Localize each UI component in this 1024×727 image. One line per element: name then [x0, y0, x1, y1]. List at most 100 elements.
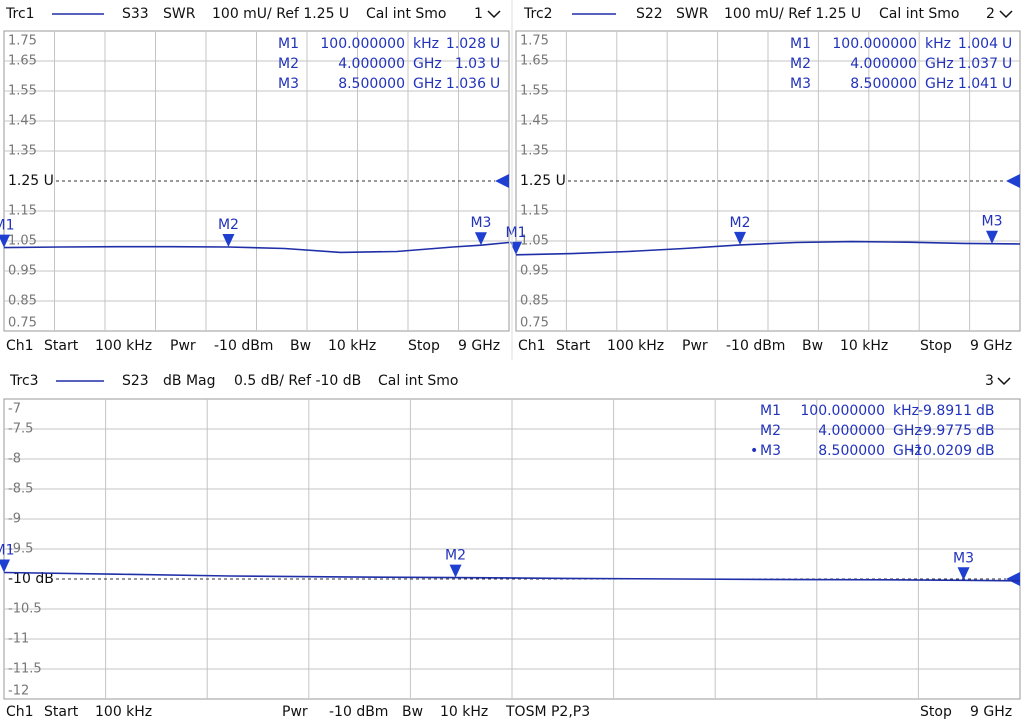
- marker-stimulus: 8.500000: [850, 76, 917, 92]
- y-tick-label: 1.75: [8, 34, 37, 49]
- header-item: 1: [474, 6, 483, 22]
- marker-stimulus-unit: GHz: [925, 56, 954, 72]
- y-tick-label: 1.15: [520, 204, 549, 219]
- y-tick-label: 0.95: [8, 264, 37, 279]
- footer-item: 10 kHz: [328, 338, 376, 354]
- footer-item: Pwr: [282, 704, 308, 720]
- marker-name: M3: [790, 76, 811, 92]
- marker-stimulus-unit: GHz: [893, 443, 922, 459]
- marker-unit: dB: [976, 443, 995, 459]
- footer-item: Ch1: [518, 338, 546, 354]
- y-tick-label: -8: [8, 452, 21, 467]
- chevron: [997, 377, 1011, 386]
- reference-arrow: [1006, 174, 1020, 188]
- y-tick-label: -12: [8, 684, 29, 699]
- y-tick-label: 1.65: [520, 54, 549, 69]
- y-tick-label: 1.35: [520, 144, 549, 159]
- marker-stimulus-unit: GHz: [413, 76, 442, 92]
- marker-stimulus-unit: GHz: [893, 423, 922, 439]
- marker-value: -10.0209: [909, 443, 972, 459]
- marker-unit: U: [1002, 56, 1012, 72]
- header-item: 100 mU/ Ref 1.25 U: [724, 6, 861, 22]
- marker-stimulus-unit: kHz: [893, 403, 919, 419]
- reference-arrow: [1006, 572, 1020, 586]
- marker-unit: U: [1002, 76, 1012, 92]
- marker-value: 1.03: [455, 56, 486, 72]
- marker-label: M3: [953, 550, 974, 566]
- marker-stimulus: 4.000000: [818, 423, 885, 439]
- marker-name: M1: [278, 36, 299, 52]
- marker-label: M1: [0, 542, 15, 558]
- marker-stimulus-unit: kHz: [925, 36, 951, 52]
- marker-name: M2: [278, 56, 299, 72]
- marker-stimulus-unit: GHz: [413, 56, 442, 72]
- footer-item: 10 kHz: [840, 338, 888, 354]
- header-item: Cal int Smo: [366, 6, 447, 22]
- footer-item: Stop: [920, 338, 952, 354]
- footer-item: -10 dBm: [214, 338, 273, 354]
- header-item: Cal int Smo: [879, 6, 960, 22]
- header-item: SWR: [163, 6, 196, 22]
- y-tick-label: 0.75: [520, 316, 549, 331]
- footer-item: 9 GHz: [458, 338, 500, 354]
- chevron: [999, 10, 1013, 19]
- y-tick-label: 1.65: [8, 54, 37, 69]
- footer-item: 10 kHz: [440, 704, 488, 720]
- y-tick-label: 0.95: [520, 264, 549, 279]
- header-item: S23: [122, 373, 149, 389]
- y-tick-label: -10.5: [8, 602, 42, 617]
- marker-value: 1.004: [958, 36, 998, 52]
- marker-unit: U: [490, 36, 500, 52]
- footer-item: Pwr: [170, 338, 196, 354]
- trace: [3, 571, 1021, 582]
- marker-triangle: [449, 564, 462, 578]
- marker-triangle: [222, 234, 235, 247]
- footer-item: 9 GHz: [970, 704, 1012, 720]
- marker-value: 1.036: [446, 76, 486, 92]
- footer-item: Stop: [408, 338, 440, 354]
- y-tick-label: 1.15: [8, 204, 37, 219]
- marker-name: M1: [790, 36, 811, 52]
- marker-stimulus: 4.000000: [338, 56, 405, 72]
- header-item: Trc1: [5, 6, 35, 22]
- y-tick-label: 1.55: [8, 84, 37, 99]
- marker-triangle: [957, 567, 970, 581]
- header-item: Trc2: [523, 6, 553, 22]
- y-tick-label: -11.5: [8, 662, 42, 677]
- marker-triangle: [733, 231, 746, 245]
- footer-item: 9 GHz: [970, 338, 1012, 354]
- footer-item: Ch1: [6, 704, 34, 720]
- y-tick-label: -11: [8, 632, 29, 647]
- header-item: Cal int Smo: [378, 373, 459, 389]
- marker-name: M1: [760, 403, 781, 419]
- header-item: S22: [636, 6, 663, 22]
- marker-stimulus: 8.500000: [818, 443, 885, 459]
- marker-label: M2: [218, 217, 239, 233]
- marker-label: M1: [506, 225, 527, 241]
- footer-item: Start: [556, 338, 591, 354]
- marker-triangle: [510, 241, 522, 255]
- y-tick-label: -7.5: [8, 422, 33, 437]
- marker-stimulus: 100.000000: [320, 36, 405, 52]
- marker-triangle: [985, 230, 998, 244]
- header-item: 100 mU/ Ref 1.25 U: [212, 6, 349, 22]
- marker-name: M2: [790, 56, 811, 72]
- header-item: 2: [986, 6, 995, 22]
- trace: [3, 241, 510, 254]
- y-tick-label: -10 dB: [8, 571, 54, 587]
- footer-item: 100 kHz: [95, 704, 152, 720]
- marker-unit: U: [1002, 36, 1012, 52]
- header-item: Trc3: [9, 373, 39, 389]
- header-item: S33: [122, 6, 149, 22]
- marker-stimulus: 100.000000: [800, 403, 885, 419]
- y-tick-label: -9.5: [8, 542, 33, 557]
- marker-name: M2: [760, 423, 781, 439]
- header-item: 3: [985, 373, 994, 389]
- marker-value: 1.037: [958, 56, 998, 72]
- header-item: SWR: [676, 6, 709, 22]
- footer-item: TOSM P2,P3: [505, 704, 590, 720]
- marker-label: M2: [729, 215, 750, 231]
- marker-stimulus: 4.000000: [850, 56, 917, 72]
- marker-label: M3: [470, 215, 491, 231]
- marker-triangle: [0, 559, 10, 573]
